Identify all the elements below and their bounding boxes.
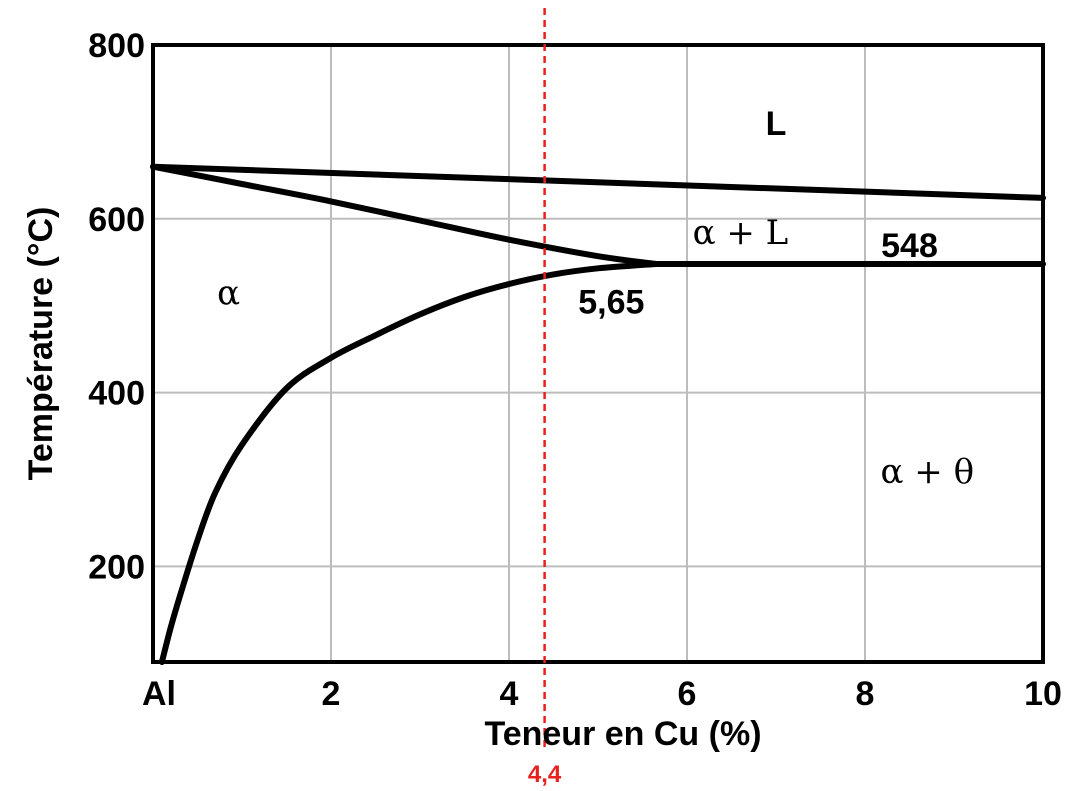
x-tick-label: 6 bbox=[678, 675, 697, 713]
y-tick-labels: 200 400 600 800 bbox=[88, 27, 145, 586]
x-tick-label: Al bbox=[142, 675, 176, 713]
boundary-solvus bbox=[158, 261, 659, 665]
y-axis-title: Température (°C) bbox=[22, 207, 60, 481]
grid-lines bbox=[153, 45, 1043, 662]
y-tick-label: 800 bbox=[88, 27, 145, 65]
y-tick-label: 400 bbox=[88, 375, 145, 413]
boundary-liquidus-long bbox=[150, 163, 1046, 201]
x-tick-label: 10 bbox=[1024, 675, 1062, 713]
phase-label: α bbox=[217, 274, 240, 314]
x-tick-label: 2 bbox=[322, 675, 341, 713]
phase-label: α + θ bbox=[881, 452, 975, 492]
phase-labels: Lα + L 548 α 5,65 α + θ bbox=[217, 105, 974, 492]
boundary-liquidus-to-eutectic bbox=[150, 163, 659, 267]
phase-label: 548 bbox=[881, 227, 938, 265]
y-tick-label: 600 bbox=[88, 201, 145, 239]
x-axis-title: Teneur en Cu (%) bbox=[484, 715, 761, 753]
plot-frame bbox=[151, 43, 1045, 664]
phase-label: α + L bbox=[693, 213, 789, 253]
y-tick-label: 200 bbox=[88, 548, 145, 586]
reference-line-label: 4,4 bbox=[528, 761, 562, 788]
phase-label: L bbox=[766, 105, 787, 143]
x-tick-label: 8 bbox=[856, 675, 875, 713]
x-tick-label: 4 bbox=[500, 675, 519, 713]
reference-line-group: 4,4 bbox=[528, 8, 562, 788]
phase-boundaries bbox=[150, 163, 1046, 665]
phase-label: 5,65 bbox=[578, 283, 644, 321]
x-tick-labels: Al 2 4 6 8 10 bbox=[142, 675, 1062, 713]
